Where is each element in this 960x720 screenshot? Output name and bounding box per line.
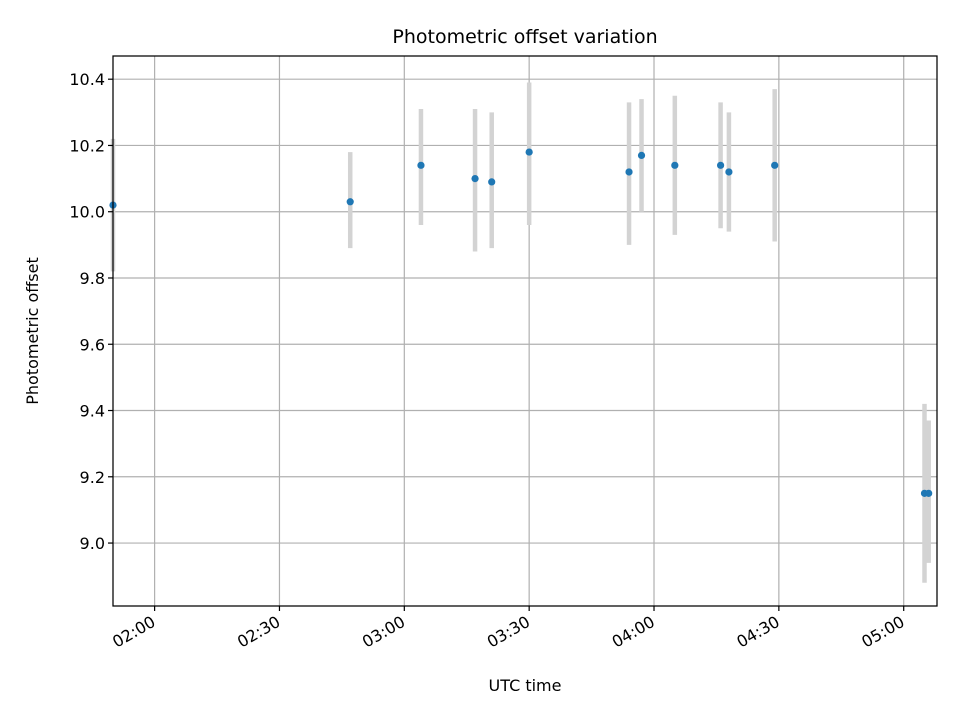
data-point: [488, 178, 496, 186]
grid-lines: [113, 56, 937, 606]
data-point: [625, 168, 633, 176]
data-points: [109, 148, 933, 497]
y-axis-title: Photometric offset: [23, 257, 42, 405]
y-axis-ticks: 9.0 9.2 9.4 9.6 9.8 10.0 10.2 10.4: [69, 70, 113, 553]
data-point: [671, 161, 679, 169]
y-tick-label: 9.6: [80, 335, 105, 354]
data-point: [725, 168, 733, 176]
y-tick-label: 9.8: [80, 269, 105, 288]
data-point: [525, 148, 533, 156]
y-tick-label: 9.2: [80, 468, 105, 487]
data-point: [346, 198, 354, 206]
chart-title: Photometric offset variation: [392, 26, 657, 48]
y-tick-label: 10.4: [69, 70, 105, 89]
y-tick-label: 10.0: [69, 203, 105, 222]
y-tick-label: 9.0: [80, 534, 105, 553]
data-point: [417, 161, 425, 169]
data-point: [471, 174, 479, 183]
x-axis-title: UTC time: [489, 676, 562, 695]
y-tick-label: 9.4: [80, 402, 105, 421]
data-point: [716, 161, 725, 169]
data-point: [925, 489, 933, 497]
data-point: [771, 161, 779, 169]
plot-frame: [112, 55, 938, 607]
y-tick-label: 10.2: [69, 136, 105, 155]
data-point: [637, 151, 646, 159]
